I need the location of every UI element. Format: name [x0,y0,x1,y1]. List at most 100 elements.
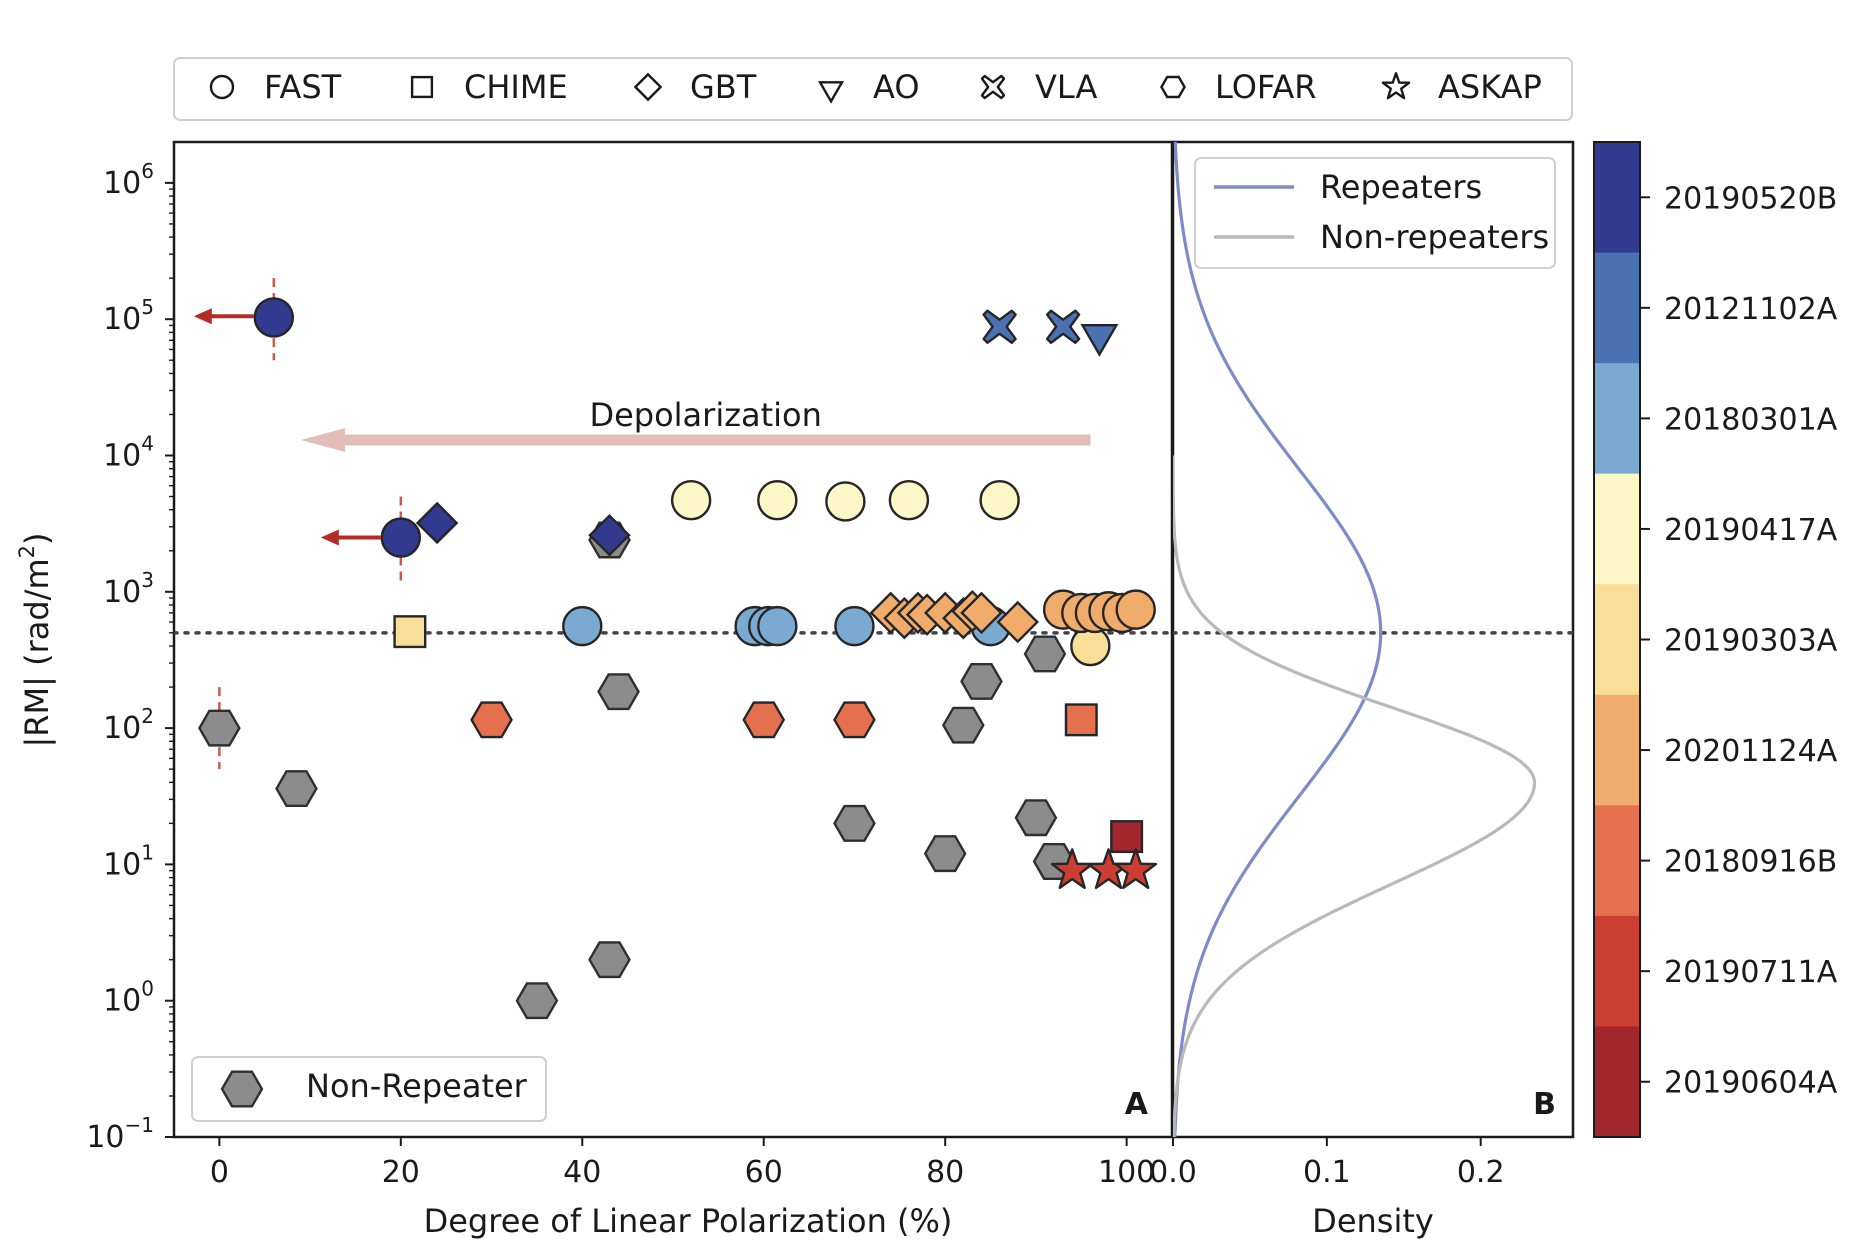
x-icon [980,74,1006,100]
non-repeater-legend: Non-Repeater [191,1056,547,1122]
panel-b: 0.0 0.1 0.2 B Repeaters Non-repeaters Densi… [1149,140,1575,1240]
repeater-point-20180916B [470,701,513,739]
repeater-point-20180301A [757,605,798,647]
repeater-point-20190417A [670,479,712,521]
y-tick-label-a: 105 [103,295,154,337]
telescope-legend-label: FAST [264,68,342,106]
y-tick-label-exp: 0 [141,977,154,1001]
star-icon [1381,72,1411,100]
repeater-point-20190520B [253,297,294,338]
x-tick-label-a: 40 [563,1155,601,1190]
colorbar-band [1594,363,1640,475]
colorbar-label: 20121102A [1664,292,1838,327]
non-repeater-point [923,835,967,873]
repeater-point-20180301A [834,605,875,647]
y-axis-label-sup: 2 [15,545,39,558]
y-tick-label-base: 10 [103,984,141,1019]
y-axis-label-close: ) [18,533,56,545]
non-repeater-point [597,673,640,711]
y-tick-label-base: 10 [103,302,141,337]
telescope-legend-label: GBT [690,68,757,106]
y-tick-label-exp: 2 [141,704,154,728]
hexagon-icon [220,1070,264,1108]
depolarization-label: Depolarization [589,396,821,434]
repeater-point-20180916B [742,701,786,739]
y-tick-label-exp: 6 [141,159,154,183]
repeater-point-20190520B [415,501,459,545]
colorbar-frame [1593,141,1641,1138]
y-tick-label-a: 104 [103,431,154,473]
repeater-point-20190303A [1070,625,1111,667]
telescope-legend-item: FAST [209,68,342,106]
colorbar-label: 20190303A [1664,624,1838,659]
diamond-icon [633,72,663,102]
panel-a-label: A [1125,1087,1149,1122]
density-legend-label: Non-repeaters [1320,218,1549,256]
repeater-point-20190417A [757,479,798,521]
repeater-point-20190417A [825,481,866,522]
square-icon [410,75,434,99]
y-axis-label-main: |RM| (rad/m [18,558,56,747]
non-repeater-point [941,706,985,744]
panel-a-frame [172,140,1174,1139]
y-tick-label-base: 10 [86,1120,124,1155]
x-tick-label-b: 0.2 [1457,1155,1505,1190]
y-tick-label-base: 10 [103,711,141,746]
telescope-legend-item: LOFAR [1160,68,1316,106]
colorbar-band [1594,915,1640,1027]
colorbar-label: 20180301A [1664,402,1838,437]
repeater-point-20121102A [1080,323,1119,357]
y-tick-label-a: 106 [103,159,154,201]
repeater-point-20180916B [1064,703,1098,737]
telescope-legend-item: GBT [633,68,757,106]
y-tick-label-a: 102 [103,704,154,746]
y-tick-label-base: 10 [103,166,141,201]
density-legend: Repeaters Non-repeaters [1194,157,1556,269]
colorbar-band [1594,473,1640,585]
y-tick-label-base: 10 [103,575,141,610]
colorbar-label: 20190417A [1664,513,1838,548]
density-legend-label: Repeaters [1320,168,1482,206]
x-axis-label-a: Degree of Linear Polarization (%) [424,1202,953,1240]
telescope-legend: FAST CHIME GBT AO VLA LOFAR ASKAP [173,57,1573,121]
y-tick-label-a: 10−1 [86,1113,154,1155]
x-tick-label-b: 0.0 [1149,1155,1197,1190]
telescope-legend-item: AO [817,68,920,106]
repeater-point-20121102A [982,309,1017,344]
colorbar-band [1594,1026,1640,1138]
repeater-point-20190303A [393,615,427,649]
depolarization-arrow-head [301,427,346,452]
density-curve-non-repeaters [1173,455,1537,1137]
non-repeater-point [588,941,631,979]
y-tick-label-exp: 3 [141,568,154,592]
x-axis-label-b: Density [1312,1202,1434,1240]
y-tick-label-base: 10 [103,438,141,473]
density-curve-repeaters [1173,142,1383,1137]
colorbar-label: 20190711A [1664,955,1838,990]
upper-limit-arrow-head [320,529,339,546]
y-tick-label-exp: −1 [125,1113,154,1137]
repeater-point-20180301A [562,605,603,647]
y-tick-label-base: 10 [103,847,141,882]
telescope-legend-label: CHIME [464,68,568,106]
hexagon-icon [1160,75,1186,99]
circle-icon [209,74,235,100]
colorbar-band [1594,805,1640,917]
telescope-legend-item: VLA [980,68,1097,106]
colorbar: 20190520B 20121102A 20180301A 20190417A 2019… [1593,141,1838,1138]
repeater-point-20190604A [1110,820,1144,854]
non-repeater-point [833,804,876,842]
y-tick-label-exp: 4 [141,431,154,455]
repeater-point-20121102A [1045,309,1081,344]
y-tick-label-exp: 5 [141,295,154,319]
non-repeater-legend-frame [191,1056,547,1122]
x-tick-label-b: 0.1 [1303,1155,1351,1190]
non-repeater-point [1014,799,1058,837]
repeater-point-20180916B [833,701,876,739]
repeater-point-20201124A [996,600,1040,644]
colorbar-band [1594,252,1640,364]
non-repeater-point [275,770,318,808]
x-tick-label-a: 20 [382,1155,420,1190]
colorbar-label: 20190604A [1664,1066,1838,1101]
